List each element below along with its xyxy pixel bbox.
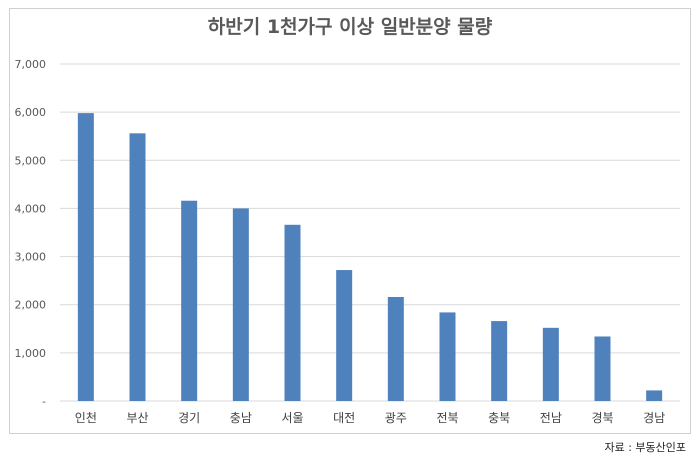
x-tick-label: 충남	[230, 411, 252, 425]
bar-7	[387, 297, 404, 401]
bars	[77, 113, 663, 401]
source-note: 자료 : 부동산인포	[604, 441, 686, 454]
bar-4	[232, 208, 249, 401]
x-tick-label: 인천	[75, 410, 97, 425]
x-tick-label: 대전	[333, 411, 355, 425]
y-tick-label: -	[42, 395, 46, 408]
y-tick-label: 3,000	[15, 251, 47, 264]
x-axis-ticks: 인천 부산 경기 충남 서울 대전 광주 전북 충북 전남 경북 경남	[75, 410, 665, 425]
y-tick-label: 2,000	[15, 299, 47, 312]
y-tick-label: 6,000	[15, 106, 47, 119]
bar-6	[336, 270, 353, 401]
x-tick-label: 전남	[540, 411, 562, 425]
x-tick-label: 서울	[281, 411, 303, 425]
bar-2	[129, 133, 146, 401]
x-tick-label: 경북	[591, 411, 613, 425]
y-tick-label: 4,000	[15, 202, 47, 215]
gridlines	[60, 63, 680, 402]
y-axis-ticks: - 1,000 2,000 3,000 4,000 5,000 6,000 7,000	[15, 58, 47, 408]
y-tick-label: 1,000	[15, 347, 47, 360]
x-tick-label: 충북	[488, 411, 510, 425]
bar-9	[491, 321, 508, 401]
bar-5	[284, 224, 301, 401]
chart-title: 하반기 1천가구 이상 일반분양 물량	[207, 16, 493, 38]
y-tick-label: 7,000	[15, 58, 47, 71]
bar-8	[439, 312, 456, 401]
x-tick-label: 경기	[178, 411, 200, 425]
y-tick-label: 5,000	[15, 154, 47, 167]
bar-3	[181, 200, 198, 401]
x-tick-label: 전북	[436, 411, 458, 425]
bar-11	[594, 336, 611, 401]
bar-1	[77, 113, 94, 401]
bar-12	[646, 390, 663, 401]
x-tick-label: 부산	[126, 411, 148, 425]
x-tick-label: 경남	[643, 411, 665, 425]
bar-10	[542, 327, 559, 401]
x-tick-label: 광주	[385, 411, 407, 425]
